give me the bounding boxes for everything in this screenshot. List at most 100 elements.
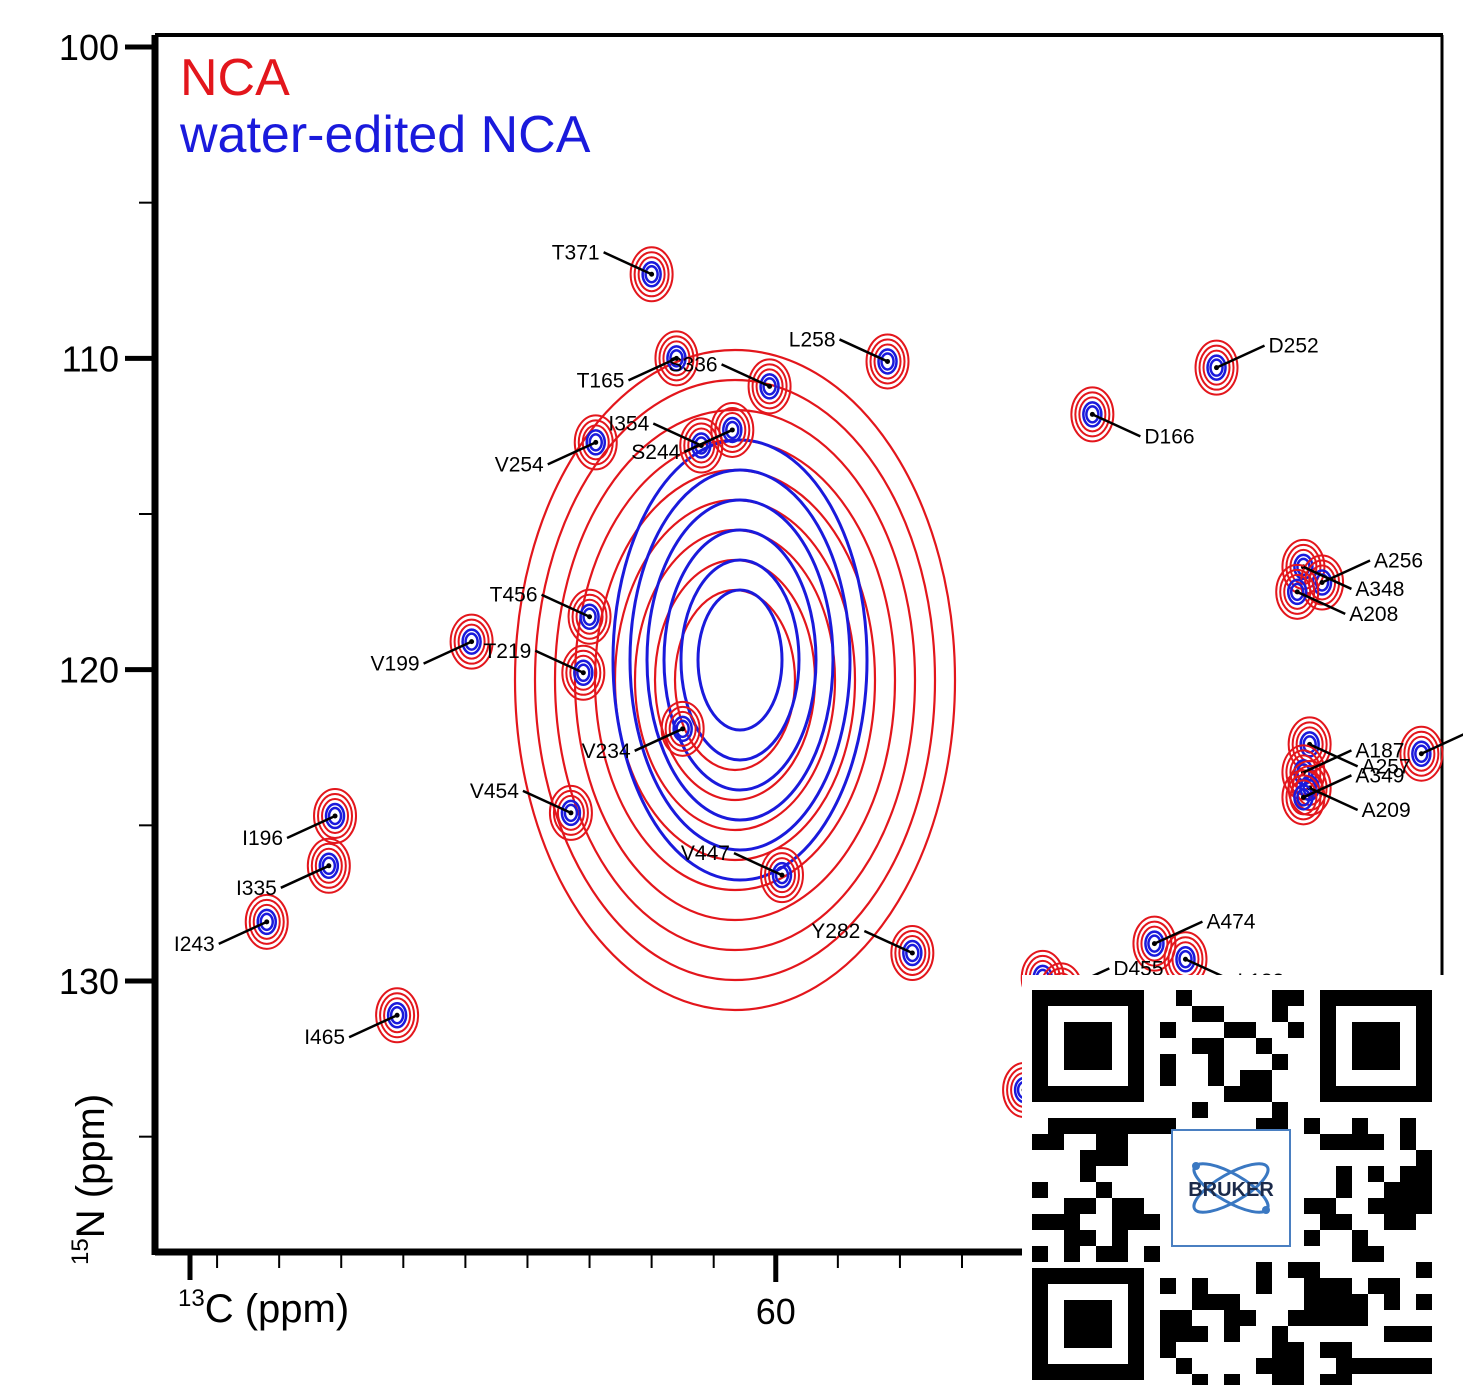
contour-blue — [1286, 578, 1308, 606]
peak-leader — [627, 357, 677, 382]
contour-blue — [1147, 934, 1162, 953]
peak-label-a208: A208 — [1349, 603, 1398, 626]
legend-entry-water-edited-nca: water-edited NCA — [179, 106, 591, 164]
contour-red — [556, 794, 585, 831]
contour-red — [668, 710, 697, 747]
contour-blue — [573, 659, 594, 687]
contour-red — [548, 784, 593, 841]
peak-contour-a349 — [1281, 769, 1326, 826]
contour-blue — [259, 912, 274, 932]
peak-contour-a208 — [1275, 563, 1320, 620]
contour-red — [252, 903, 281, 940]
bruker-logo: BRUKER — [1171, 1129, 1291, 1247]
contour-blue — [1411, 740, 1432, 767]
peak-leader — [218, 920, 268, 945]
contour-blue — [461, 628, 482, 655]
contour-red — [714, 406, 751, 453]
contour-red — [244, 893, 289, 950]
contour-blue — [1293, 553, 1314, 581]
peak-leader — [1091, 413, 1141, 438]
peak-leader — [1153, 920, 1203, 945]
peak-label-t371: T371 — [552, 241, 600, 264]
contour-blue — [588, 433, 603, 452]
contour-blue — [672, 715, 693, 743]
contour-red — [633, 251, 670, 298]
x-axis-title-sup: 13 — [178, 1285, 205, 1312]
cluster-contour-blue — [696, 588, 784, 732]
contour-red — [571, 593, 608, 640]
y-tick-label: 110 — [62, 338, 119, 379]
peak-label-d252: D252 — [1269, 335, 1319, 358]
contour-blue — [389, 1005, 405, 1025]
peak-label-v234: V234 — [582, 740, 631, 763]
peak-contour-i243 — [244, 893, 289, 950]
peak-label-i196: I196 — [242, 827, 283, 850]
contour-blue — [877, 348, 898, 375]
contour-blue — [1175, 945, 1196, 973]
contour-blue — [725, 420, 740, 440]
contour-red — [1399, 725, 1444, 782]
peak-leader — [721, 363, 771, 388]
plot-frame — [151, 33, 1444, 1256]
peak-contour-l258 — [865, 333, 910, 390]
contour-blue — [1178, 949, 1193, 969]
peak-label-v254: V254 — [495, 453, 544, 476]
peak-contour-t456 — [567, 588, 612, 645]
cluster-contour-blue — [628, 468, 852, 852]
contour-red — [314, 847, 343, 884]
contour-red — [865, 333, 910, 390]
peak-leader — [541, 593, 591, 618]
peak-leader — [1302, 774, 1352, 799]
peak-contour-v199 — [449, 613, 494, 670]
peak-leader — [603, 251, 653, 276]
peak-label-s244: S244 — [631, 441, 680, 464]
y-tick-label: 130 — [59, 961, 119, 1002]
peak-leader — [547, 441, 597, 466]
contour-red — [1194, 339, 1239, 396]
contour-blue — [905, 943, 920, 963]
peak-leader — [652, 422, 702, 447]
cluster-contour-blue — [645, 498, 835, 822]
peak-contour-i196 — [313, 787, 358, 844]
cluster-contour-red — [553, 408, 917, 952]
peak-leader — [522, 789, 572, 815]
contour-red — [637, 256, 666, 293]
contour-red — [660, 700, 705, 757]
contour-blue — [318, 852, 340, 880]
peak-leader — [1302, 749, 1352, 774]
contour-red — [1074, 391, 1111, 438]
contour-blue — [324, 802, 346, 830]
peak-contour-s244 — [710, 401, 755, 458]
peak-contour-d166 — [1070, 386, 1115, 443]
contour-red — [747, 358, 792, 415]
contour-blue — [464, 632, 479, 651]
contour-blue — [563, 803, 579, 823]
contour-red — [1279, 568, 1316, 615]
peak-leader — [348, 1014, 398, 1039]
contour-red — [577, 419, 614, 466]
peak-label-i335: I335 — [236, 877, 277, 900]
peak-leader — [286, 814, 336, 840]
contour-blue — [1085, 405, 1100, 424]
contour-blue — [1206, 354, 1227, 381]
peak-label-i354: I354 — [608, 413, 649, 436]
cluster-contour-red — [533, 378, 937, 982]
contour-red — [552, 789, 589, 836]
contour-red — [1285, 774, 1322, 821]
peak-label-a474: A474 — [1206, 911, 1255, 934]
contour-red — [1289, 779, 1318, 816]
peak-label-t219: T219 — [483, 640, 531, 663]
contour-red — [569, 654, 598, 691]
contour-red — [321, 797, 350, 834]
contour-red — [1132, 915, 1177, 972]
peak-contour-a174 — [1399, 725, 1444, 782]
peak-leader — [634, 727, 684, 752]
peak-label-t165: T165 — [577, 369, 625, 392]
cluster-contour-blue — [679, 558, 801, 762]
contour-red — [449, 613, 494, 670]
contour-blue — [644, 265, 659, 284]
contour-blue — [1293, 784, 1314, 811]
peak-leader — [863, 929, 913, 955]
peak-leader — [1321, 559, 1371, 584]
